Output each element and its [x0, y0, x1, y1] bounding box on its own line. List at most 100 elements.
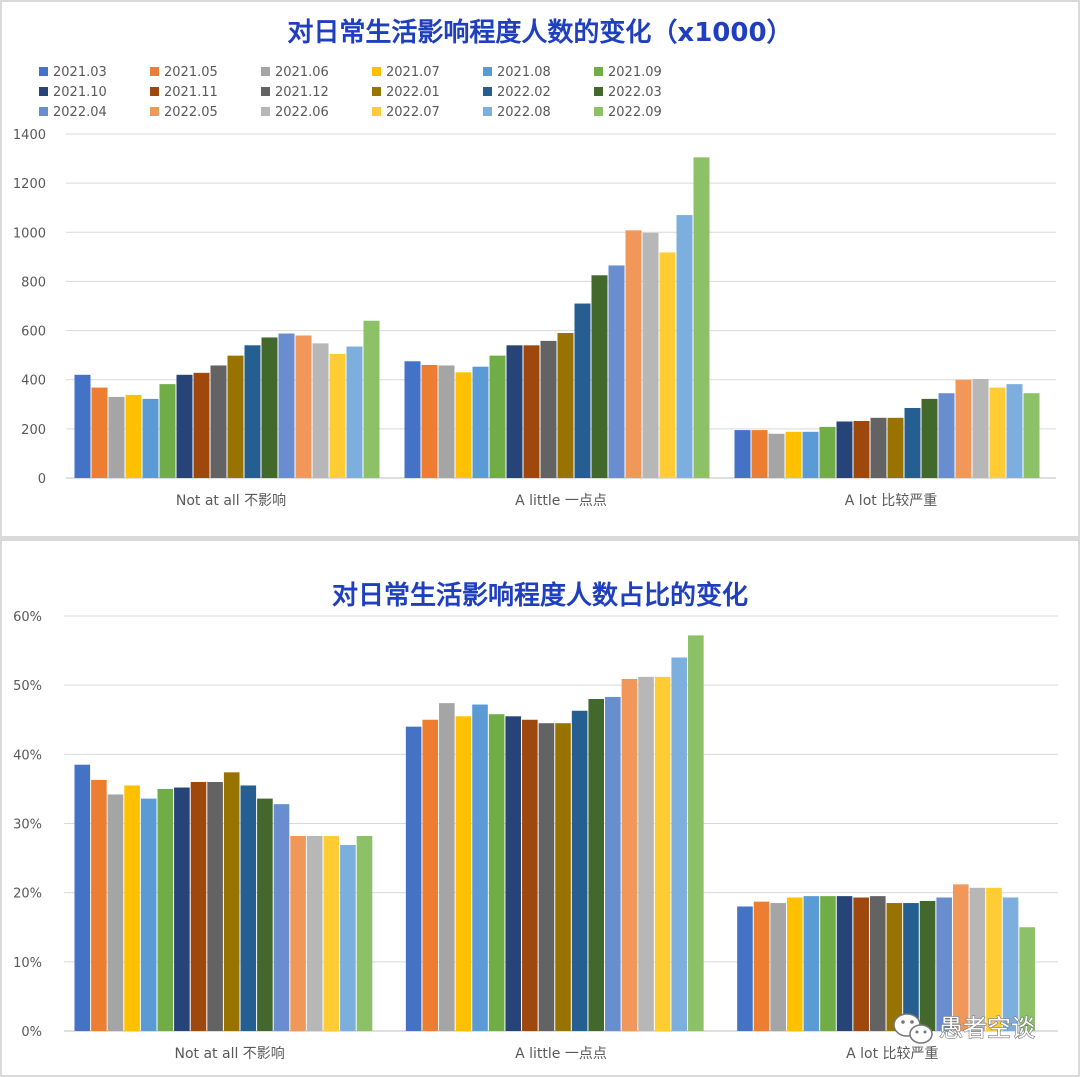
axis-labels: 0 200 400 600 800 1000 1200 1400 Not at all 不影响 A…	[13, 128, 937, 509]
bar-2022-03-cat0	[261, 337, 278, 478]
bar-2021-12-cat0	[207, 782, 223, 1031]
y-tick-label: 800	[21, 275, 46, 290]
bar-group	[74, 157, 1040, 479]
x-category-label: A little 一点点	[515, 1046, 607, 1062]
bar-2021-06-cat1	[438, 365, 455, 478]
legend-label: 2021.05	[164, 65, 218, 80]
y-tick-label: 30%	[13, 818, 42, 833]
legend-label: 2022.04	[53, 105, 107, 120]
x-category-label: Not at all 不影响	[176, 493, 286, 509]
bar-2021-11-cat2	[853, 420, 870, 478]
y-tick-label: 0	[38, 472, 46, 487]
legend-item-2022-07: 2022.07	[372, 105, 440, 120]
legend-item-2021-10: 2021.10	[39, 85, 107, 100]
bar-2022-06-cat0	[312, 343, 329, 478]
legend-swatch	[150, 67, 159, 76]
legend-label: 2022.07	[386, 105, 440, 120]
bar-2022-01-cat1	[555, 723, 571, 1031]
bar-2021-05-cat0	[91, 779, 107, 1031]
bar-2021-05-cat1	[422, 719, 439, 1031]
bar-2022-05-cat2	[952, 884, 969, 1031]
legend-swatch	[39, 87, 48, 96]
x-category-label: Not at all 不影响	[175, 1046, 285, 1062]
bar-2021-10-cat2	[836, 896, 853, 1031]
bar-2021-06-cat2	[770, 903, 786, 1031]
legend-item-2022-04: 2022.04	[39, 105, 107, 120]
bar-2022-04-cat1	[605, 696, 621, 1031]
bar-2022-09-cat2	[1023, 393, 1040, 478]
bar-2021-10-cat0	[174, 787, 190, 1031]
bar-2021-07-cat2	[785, 431, 802, 478]
bar-2022-01-cat2	[886, 903, 903, 1031]
bar-2022-09-cat0	[356, 835, 373, 1031]
bar-2022-03-cat2	[919, 900, 936, 1031]
y-tick-label: 1400	[13, 128, 46, 143]
x-category-label: A little 一点点	[515, 493, 607, 509]
legend-swatch	[372, 87, 381, 96]
bar-2021-10-cat1	[505, 716, 522, 1031]
legend-label: 2022.02	[497, 85, 551, 100]
legend-item-2021-06: 2021.06	[261, 65, 329, 80]
legend-item-2022-06: 2022.06	[261, 105, 329, 120]
y-tick-label: 20%	[13, 887, 42, 902]
bar-2022-08-cat0	[346, 346, 363, 478]
legend-item-2022-03: 2022.03	[594, 85, 662, 100]
bar-2022-04-cat0	[273, 804, 290, 1031]
legend-label: 2022.03	[608, 85, 662, 100]
bar-2022-05-cat1	[625, 230, 642, 478]
bar-2022-01-cat0	[227, 355, 244, 478]
bar-2022-07-cat0	[329, 353, 346, 478]
y-tick-label: 60%	[13, 610, 42, 625]
bar-2021-12-cat1	[538, 723, 555, 1031]
bar-2022-02-cat0	[244, 345, 261, 478]
bar-2021-10-cat2	[836, 421, 853, 478]
legend-label: 2021.12	[275, 85, 329, 100]
bar-2021-09-cat0	[157, 788, 174, 1031]
legend-label: 2021.03	[53, 65, 107, 80]
bar-2021-07-cat1	[455, 372, 472, 478]
legend-label: 2022.05	[164, 105, 218, 120]
bar-2021-08-cat0	[140, 798, 157, 1031]
bar-2022-02-cat1	[574, 303, 591, 478]
bar-2022-04-cat2	[938, 393, 955, 478]
bar-2022-01-cat2	[887, 417, 904, 478]
bar-2021-07-cat0	[125, 394, 142, 478]
bar-2021-09-cat2	[820, 896, 836, 1031]
bar-2022-08-cat2	[1006, 384, 1023, 478]
y-tick-label: 200	[21, 423, 46, 438]
bar-2021-08-cat0	[142, 398, 159, 478]
watermark-text: 愚者空谈	[939, 1014, 1035, 1042]
bar-2021-12-cat0	[210, 365, 227, 478]
legend-swatch	[483, 87, 492, 96]
legend-swatch	[261, 107, 270, 116]
bar-2022-09-cat1	[688, 635, 704, 1031]
bar-2022-03-cat1	[588, 699, 605, 1031]
bar-2021-08-cat1	[472, 704, 488, 1031]
legend-swatch	[39, 67, 48, 76]
axis-labels: 0% 10% 20% 30% 40% 50% 60% Not at all 不影响 A litt…	[13, 610, 938, 1062]
legend-swatch	[483, 107, 492, 116]
bar-2022-07-cat2	[986, 887, 1002, 1031]
legend-swatch	[594, 87, 603, 96]
bar-2022-07-cat0	[323, 835, 340, 1031]
y-tick-label: 40%	[13, 748, 42, 763]
legend-label: 2021.11	[164, 85, 218, 100]
bar-2021-09-cat2	[819, 426, 836, 478]
bar-group	[74, 635, 1035, 1031]
x-category-label: A lot 比较严重	[845, 493, 937, 509]
bar-2022-04-cat1	[608, 265, 625, 478]
bar-2022-09-cat0	[363, 320, 380, 478]
legend-label: 2022.08	[497, 105, 551, 120]
legend-label: 2021.06	[275, 65, 329, 80]
bar-2021-09-cat1	[488, 714, 505, 1031]
bar-2021-07-cat1	[455, 716, 472, 1031]
bar-2022-08-cat0	[340, 844, 356, 1031]
bar-2022-05-cat2	[955, 379, 972, 478]
bar-2021-08-cat2	[803, 896, 820, 1031]
bar-2021-07-cat2	[786, 897, 803, 1031]
bar-2021-06-cat0	[107, 794, 124, 1031]
bar-2022-05-cat1	[621, 678, 638, 1031]
legend-item-2021-11: 2021.11	[150, 85, 218, 100]
bar-2021-11-cat0	[193, 372, 210, 478]
legend-item-2021-09: 2021.09	[594, 65, 662, 80]
